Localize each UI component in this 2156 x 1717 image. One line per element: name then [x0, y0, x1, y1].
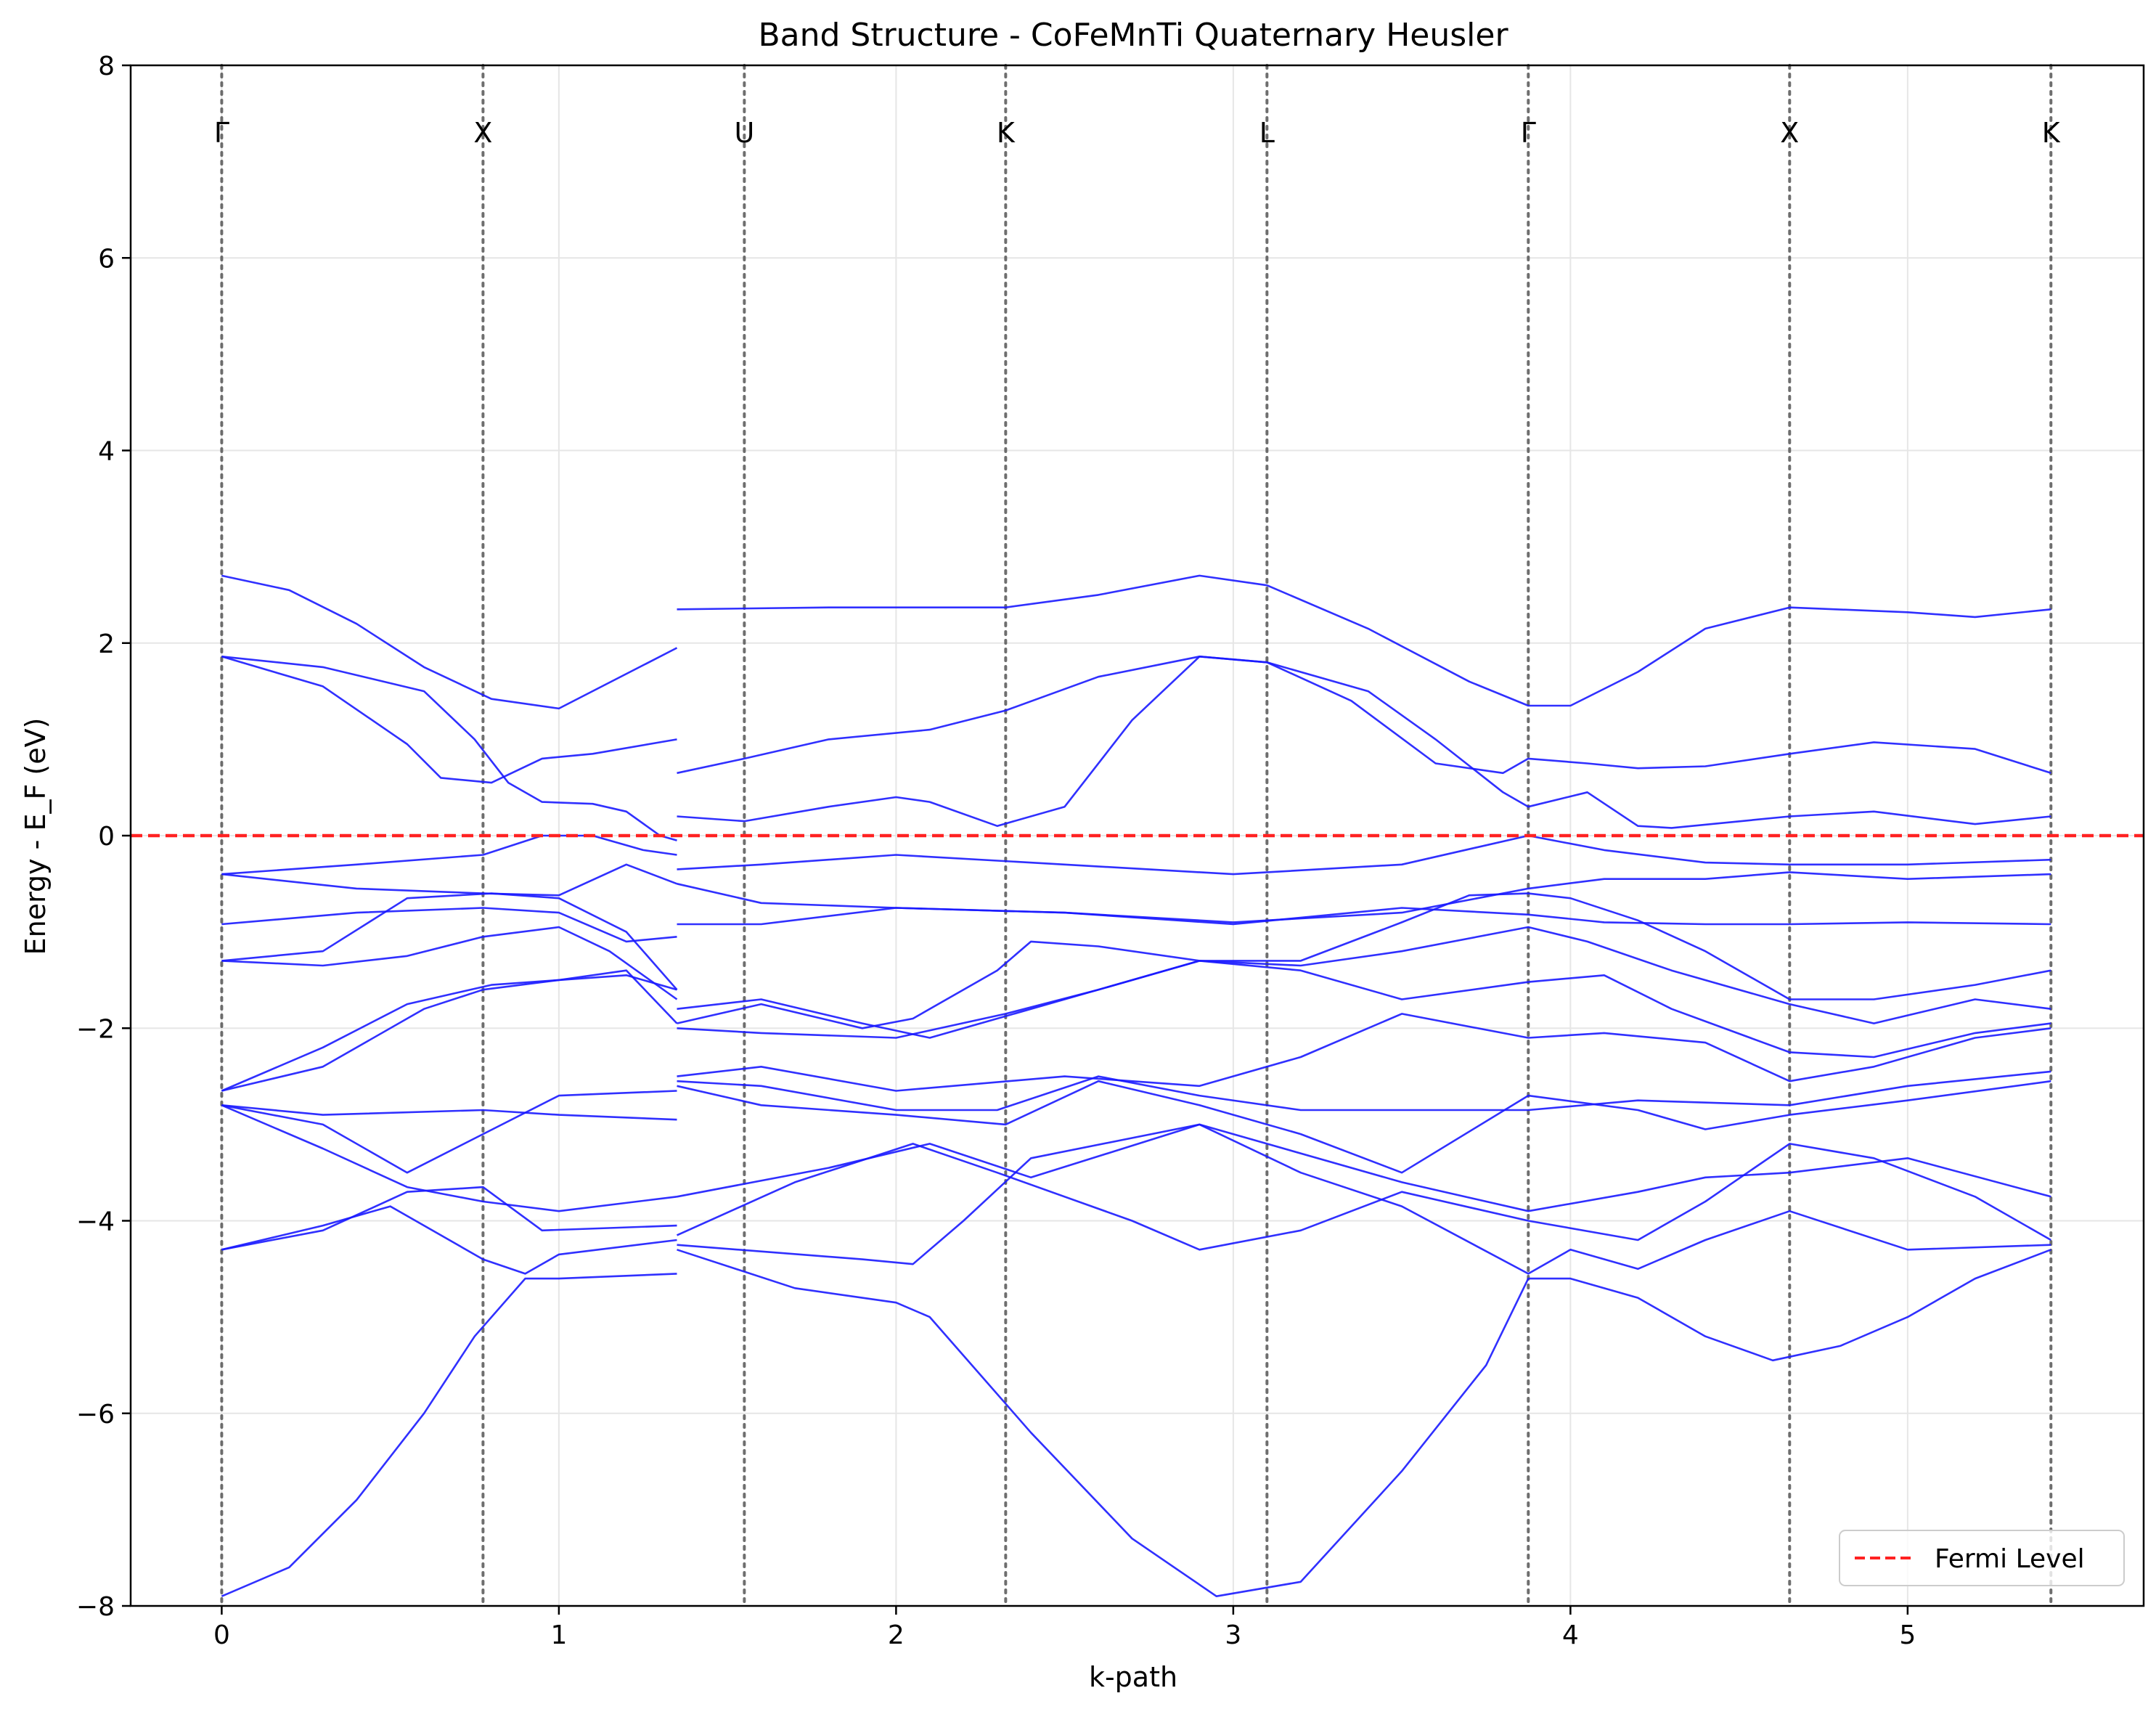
y-tick-label-5: 2 [98, 629, 115, 659]
legend-fermi-label: Fermi Level [1935, 1544, 2085, 1574]
band-line-26 [221, 1186, 677, 1251]
band-line-23 [677, 1080, 2051, 1174]
band-line-12 [221, 892, 678, 991]
kpoint-label-1: X [473, 117, 492, 149]
band-line-5 [677, 656, 2051, 829]
band-line-22 [221, 1090, 677, 1174]
band-line-20 [221, 1104, 677, 1121]
band-line-15 [677, 926, 2051, 1029]
legend: Fermi Level [1839, 1530, 2125, 1586]
y-tick-label-6: 4 [98, 437, 115, 467]
band-line-28 [221, 1205, 677, 1275]
legend-box [1839, 1530, 2125, 1586]
band-line-18 [221, 974, 677, 1092]
band-line-14 [221, 926, 678, 1000]
kpoint-label-6: X [1780, 117, 1799, 149]
kpoint-label-0: Γ [214, 117, 229, 149]
band-line-2 [221, 656, 677, 784]
x-axis-ticks: 0 1 2 3 4 5 [213, 1606, 1916, 1650]
x-tick-label-0: 0 [213, 1620, 230, 1650]
y-tick-label-3: −2 [76, 1014, 115, 1044]
y-tick-label-7: 6 [98, 244, 115, 274]
band-line-16 [221, 969, 678, 1092]
x-tick-label-5: 5 [1899, 1620, 1916, 1650]
band-line-1 [677, 574, 2051, 707]
y-tick-label-8: 8 [98, 52, 115, 81]
kpoint-label-2: U [734, 117, 754, 149]
kpoint-label-5: Γ [1521, 117, 1536, 149]
band-line-7 [677, 834, 2051, 876]
y-axis-label: Energy - E_F (eV) [20, 718, 52, 955]
band-line-4 [677, 656, 2051, 775]
y-axis-ticks: −8 −6 −4 −2 0 2 4 6 8 [76, 52, 131, 1622]
band-line-13 [677, 892, 2051, 1039]
y-tick-label-1: −6 [76, 1400, 115, 1430]
band-line-24 [221, 1104, 677, 1212]
kpoint-label-7: K [2042, 117, 2061, 149]
y-tick-label-2: −4 [76, 1207, 115, 1237]
x-tick-label-4: 4 [1562, 1620, 1579, 1650]
chart-title: Band Structure - CoFeMnTi Quaternary Heu… [758, 17, 1508, 54]
band-line-21 [677, 1070, 2051, 1112]
y-tick-label-4: 0 [98, 822, 115, 852]
band-line-30 [221, 1273, 677, 1597]
band-line-27 [676, 1143, 2051, 1251]
x-tick-label-3: 3 [1225, 1620, 1241, 1650]
y-tick-label-0: −8 [76, 1592, 115, 1622]
band-line-31 [677, 1249, 2051, 1597]
band-line-9 [677, 871, 2051, 923]
band-line-0 [221, 574, 678, 710]
band-line-25 [677, 1123, 2051, 1212]
band-line-17 [677, 960, 2051, 1059]
kpoint-label-3: K [997, 117, 1016, 149]
band-line-29 [677, 1123, 2051, 1275]
band-line-8 [221, 863, 677, 897]
x-tick-label-2: 2 [888, 1620, 905, 1650]
band-lines [221, 574, 2051, 1597]
x-tick-label-1: 1 [550, 1620, 567, 1650]
x-axis-label: k-path [1089, 1661, 1177, 1693]
band-line-3 [221, 656, 677, 841]
band-line-11 [677, 907, 2051, 926]
kpoint-label-4: L [1259, 117, 1275, 149]
band-line-19 [677, 1013, 2051, 1092]
